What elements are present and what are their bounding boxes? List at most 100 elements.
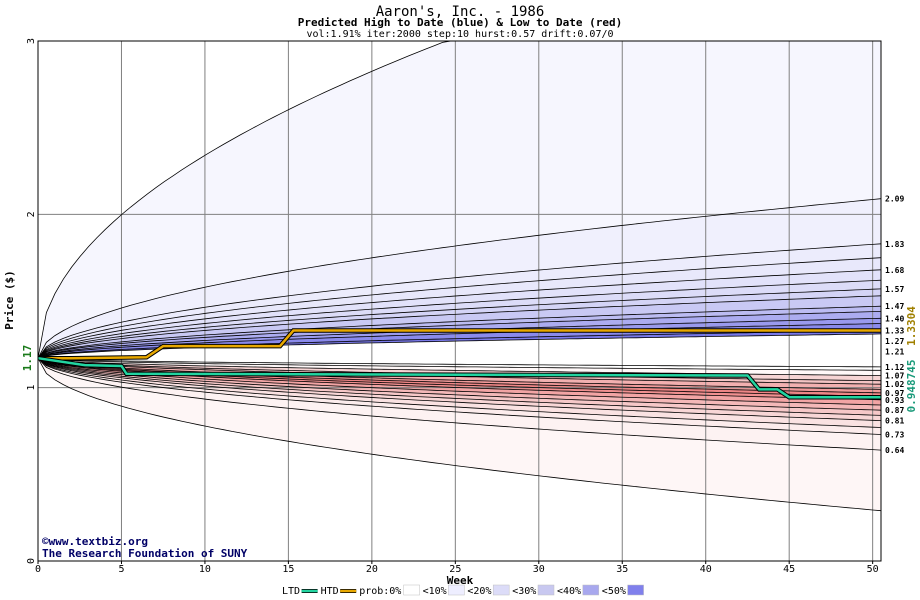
contour-line: [37, 257, 882, 359]
legend-swatch-box: [537, 584, 555, 596]
upper-probability-band: [38, 269, 881, 359]
legend-swatch-box: [448, 584, 465, 596]
watermark-url: ©www.textbiz.org: [42, 535, 148, 548]
x-tick-label: 25: [449, 564, 461, 575]
contour-value-label: 1.47: [885, 302, 904, 311]
legend-label-30: <30%: [512, 586, 536, 597]
contour-line: [37, 358, 882, 512]
contour-value-label: 1.07: [885, 372, 904, 381]
chart-params: vol:1.91% iter:2000 step:10 hurst:0.57 d…: [306, 29, 613, 40]
contour-line: [37, 357, 882, 421]
y-tick-label: 0: [26, 558, 37, 564]
contour-line: [37, 295, 882, 359]
probability-bands: [38, 41, 881, 511]
x-tick-label: 40: [700, 564, 712, 575]
contour-line: [37, 288, 882, 359]
legend-label-ltd: LTD: [282, 586, 300, 597]
x-tick-label: 30: [533, 564, 545, 575]
contour-line: [37, 357, 882, 451]
contour-line: [37, 269, 882, 359]
upper-probability-band: [38, 311, 881, 359]
contour-line: [37, 357, 882, 390]
legend-swatch-box: [492, 584, 510, 596]
upper-probability-band: [38, 257, 881, 359]
contour-line: [37, 279, 882, 359]
lower-probability-band: [38, 358, 881, 451]
upper-probability-band: [38, 243, 881, 359]
chart-subtitle: Predicted High to Date (blue) & Low to D…: [298, 16, 623, 29]
contour-line: [37, 357, 882, 416]
lower-probability-band: [38, 358, 881, 390]
lower-probability-band: [38, 358, 881, 397]
upper-probability-band: [38, 318, 881, 359]
legend-label-40: <40%: [557, 586, 581, 597]
watermark-org: The Research Foundation of SUNY: [42, 547, 248, 560]
lower-probability-band: [38, 358, 881, 416]
x-tick-label: 5: [118, 564, 124, 575]
contour-line: [37, 305, 882, 359]
lower-probability-band: [38, 358, 881, 393]
upper-probability-band: [38, 306, 881, 359]
right-contour-labels: 2.09 1.83 1.68 1.57 1.47 1.40 1.33 1.271.21 1.12…: [885, 195, 904, 455]
y-tick-label: 1: [26, 385, 37, 391]
legend-swatch-box: [582, 584, 600, 596]
upper-probability-band: [38, 288, 881, 359]
x-tick-label: 45: [783, 564, 795, 575]
y-axis-label: Price ($): [3, 270, 16, 330]
contour-value-label: 2.09: [885, 195, 904, 204]
lower-probability-band: [38, 358, 881, 435]
lower-probability-band: [38, 358, 881, 511]
x-tick-label: 10: [199, 564, 211, 575]
contour-value-label: 1.27: [885, 337, 904, 346]
contour-value-label: 1.02: [885, 380, 904, 389]
series-line-ltd: [37, 356, 881, 399]
low-to-date-value: 0.948745: [905, 360, 918, 413]
x-tick-label: 15: [282, 564, 294, 575]
plot-frame: [37, 40, 882, 562]
x-tick-labels: 0 5 10 15 20 25 30 35 40 45 50: [35, 561, 879, 575]
contour-value-label: 1.40: [885, 314, 904, 323]
legend-label-prob0: prob:0%: [359, 586, 401, 597]
upper-probability-band: [38, 41, 881, 359]
start-price-label: 1.17: [21, 345, 34, 372]
legend-label-10: <10%: [423, 586, 447, 597]
contour-value-label: 0.93: [885, 396, 904, 405]
lower-probability-band: [38, 358, 881, 428]
contour-value-label: 1.33: [885, 326, 904, 335]
lower-probability-band: [38, 358, 881, 411]
x-tick-label: 50: [867, 564, 879, 575]
contour-value-label: 0.97: [885, 389, 904, 398]
upper-probability-band: [38, 280, 881, 359]
contour-value-label: 1.21: [885, 347, 904, 356]
contour-value-label: 1.57: [885, 285, 904, 294]
contour-value-label: 1.12: [885, 363, 904, 372]
series-line-htd: [38, 329, 881, 360]
upper-probability-band: [38, 198, 881, 359]
legend-label-htd: HTD: [321, 586, 339, 597]
upper-probability-band: [38, 330, 881, 359]
contour-line: [37, 357, 882, 428]
chart-title: Aaron's, Inc. - 1986: [376, 4, 545, 20]
contour-value-label: 0.73: [885, 430, 904, 439]
y-tick-label: 3: [26, 38, 37, 44]
contour-value-label: 1.83: [885, 240, 904, 249]
contour-line: [37, 311, 882, 359]
legend: LTD HTD prob:0% <10% <20% <30% <40% <50%: [282, 584, 644, 597]
contour-line: [37, 357, 882, 368]
x-axis-label: Week: [447, 574, 474, 587]
legend-swatch-box: [403, 584, 420, 596]
y-tick-label: 2: [26, 211, 37, 217]
x-tick-label: 35: [616, 564, 628, 575]
contour-line: [37, 198, 882, 359]
series-lines: [37, 328, 881, 400]
lower-probability-band: [38, 358, 881, 421]
lower-probability-band: [38, 358, 881, 371]
legend-label-50: <50%: [602, 586, 626, 597]
contour-value-label: 0.87: [885, 406, 904, 415]
contour-line: [37, 357, 882, 406]
contour-line: [37, 357, 881, 371]
x-tick-label: 0: [35, 564, 41, 575]
contour-line: [37, 357, 882, 435]
contour-value-label: 0.64: [885, 446, 904, 455]
